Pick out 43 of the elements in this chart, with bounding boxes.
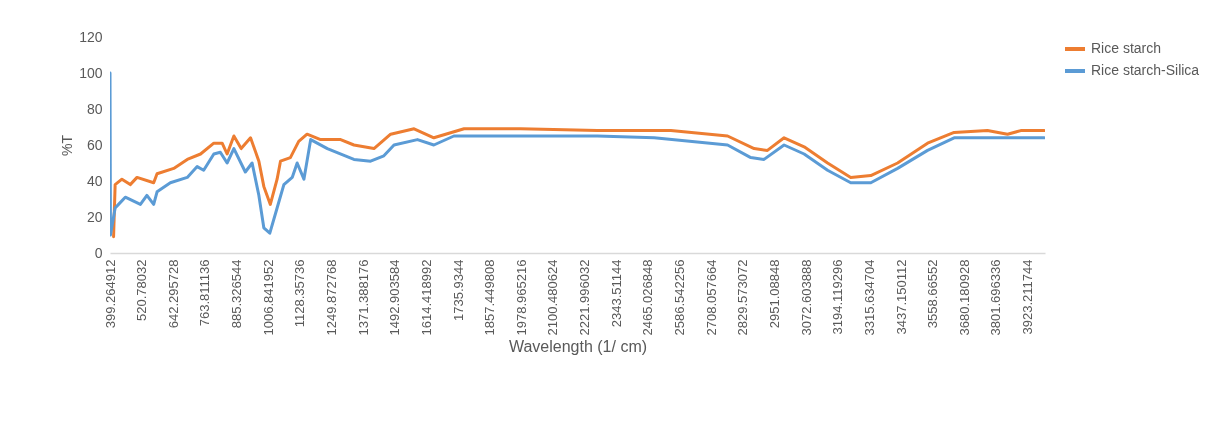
x-tick-label: 1249.872768: [323, 259, 339, 336]
x-tick-label: 2465.026848: [640, 259, 656, 336]
x-tick-label: 520.78032: [134, 259, 150, 321]
y-tick-label: 80: [86, 100, 103, 117]
y-tick-label: 20: [86, 208, 103, 225]
y-tick-label: 100: [79, 64, 103, 81]
x-tick-label: 1978.965216: [513, 259, 529, 336]
y-tick-label: 60: [86, 136, 103, 153]
x-tick-label: 399.264912: [102, 259, 118, 329]
legend-label: Rice starch-Silica: [1091, 62, 1200, 78]
y-tick-label: 0: [94, 244, 103, 261]
x-tick-label: 763.811136: [197, 259, 213, 327]
x-tick-label: 3558.66552: [925, 259, 941, 329]
line-series: [110, 71, 1045, 237]
x-tick-label: 1857.449808: [482, 259, 498, 336]
x-tick-label: 2221.996032: [577, 259, 593, 336]
x-tick-label: 2951.08848: [766, 259, 782, 329]
y-tick-label: 40: [86, 172, 103, 189]
y-tick-label: 120: [79, 28, 103, 45]
x-tick-label: 1614.418992: [418, 259, 434, 336]
x-tick-label: 3194.119296: [830, 259, 846, 335]
x-tick-label: 885.326544: [229, 259, 245, 329]
x-tick-label: 3801.696336: [988, 259, 1004, 336]
legend-label: Rice starch: [1091, 40, 1162, 56]
x-axis-title: Wavelength (1/ cm): [508, 338, 648, 356]
x-tick-label: 3680.180928: [956, 259, 972, 336]
x-tick-label: 1735.9344: [450, 259, 466, 321]
y-axis-title: %T: [59, 134, 76, 156]
x-tick-label: 1492.903584: [387, 259, 403, 336]
x-tick-label: 3072.603888: [798, 259, 814, 336]
x-tick-label: 642.295728: [165, 259, 181, 329]
x-tick-label: 2100.480624: [545, 259, 561, 336]
x-tick-label: 3437.150112: [893, 259, 909, 335]
x-tick-label: 1006.841952: [260, 259, 276, 336]
x-tick-label: 3923.211744: [1020, 259, 1036, 335]
x-tick-label: 2343.51144: [608, 259, 624, 328]
x-tick-label: 1128.35736: [292, 259, 308, 328]
x-tick-label: 2586.542256: [672, 259, 688, 336]
x-tick-label: 2708.057664: [703, 259, 719, 336]
line-series: [112, 127, 1045, 239]
x-tick-label: 3315.634704: [861, 259, 877, 336]
x-tick-label: 2829.573072: [735, 259, 751, 336]
x-tick-label: 1371.388176: [355, 259, 371, 336]
